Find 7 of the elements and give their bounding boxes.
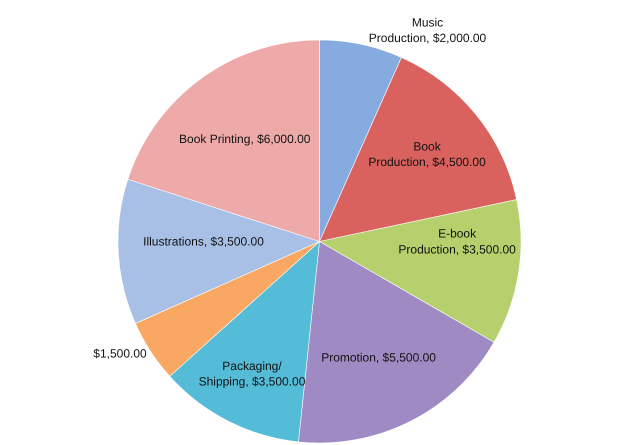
slice-label: Book Printing, $6,000.00 — [179, 132, 311, 146]
data-label: $1,500.00 — [93, 346, 148, 360]
slice-label: Book Production, $4,500.00 — [368, 139, 486, 170]
slice-label: Music Production, $2,000.00 — [368, 15, 487, 46]
slice-label: E-book Production, $3,500.00 — [398, 226, 516, 256]
slice-label: Promotion, $5,500.00 — [321, 350, 436, 365]
slice-label: Illustrations, $3,500.00 — [143, 234, 264, 248]
